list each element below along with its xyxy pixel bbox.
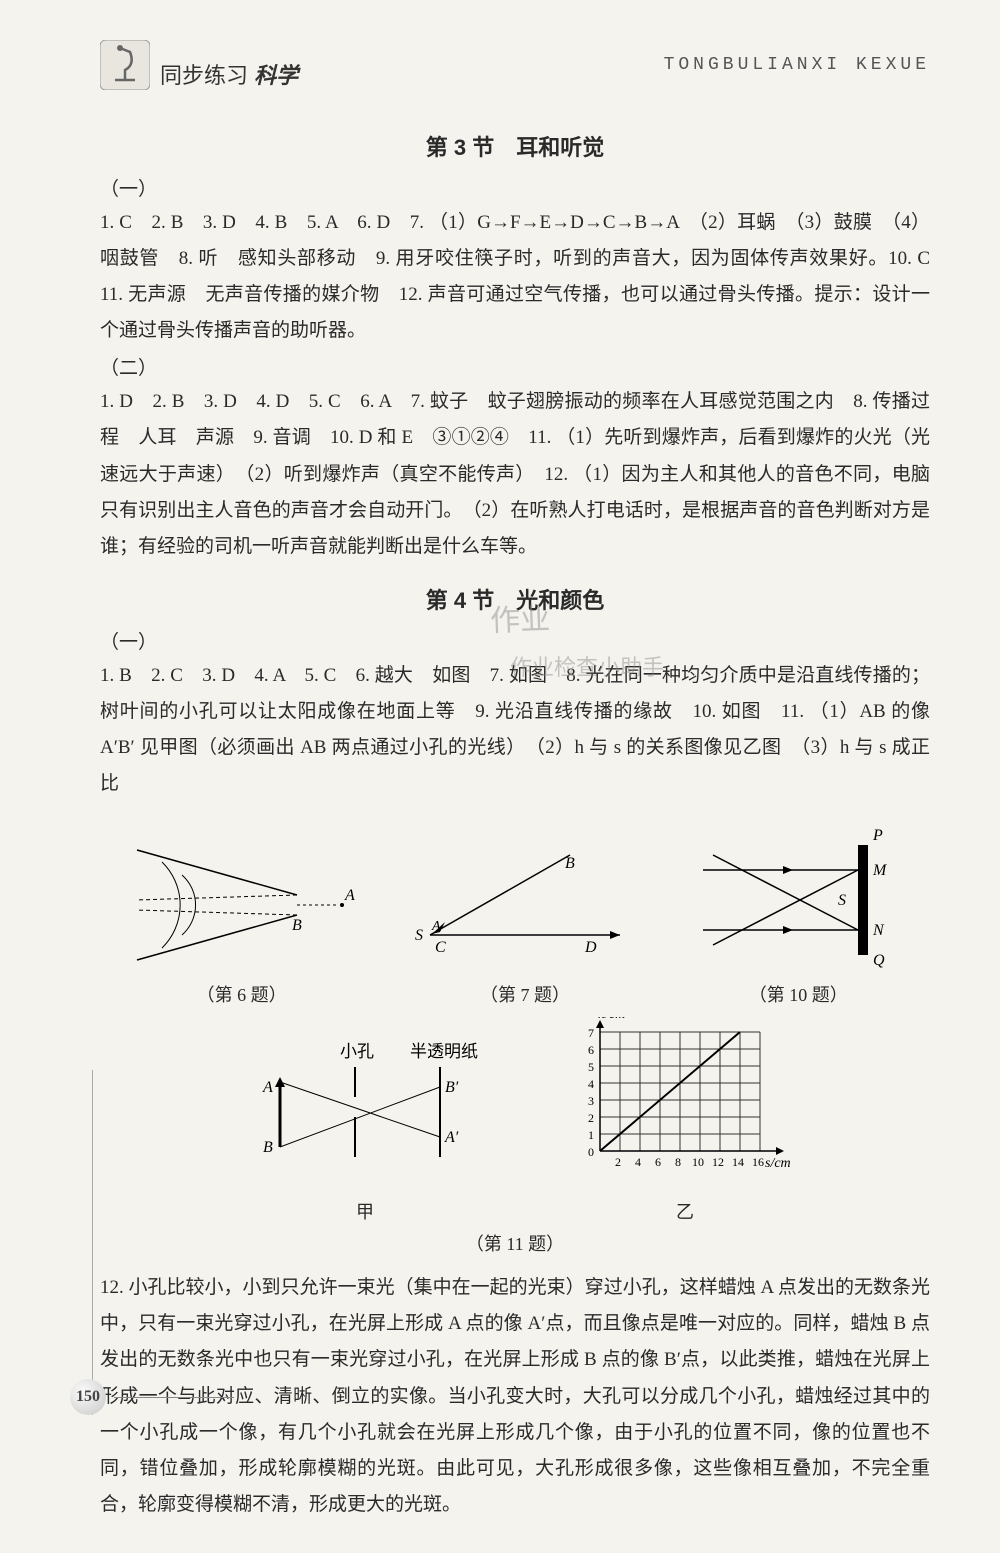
q11yi-ylabel: h/cm	[598, 1017, 625, 1022]
q6-label-A: A	[344, 887, 355, 904]
header-left: 同步练习 科学	[100, 40, 298, 90]
q11jia-label-Bp: B′	[445, 1079, 459, 1096]
section3-part2-label: （二）	[100, 353, 930, 380]
q7-svg: S A B C D	[410, 840, 640, 970]
diagram-q11-jia: 小孔 半透明纸 A B B′ A′ 甲	[225, 1037, 505, 1224]
section4-part1-label: （一）	[100, 627, 930, 654]
q7-label-C: C	[435, 939, 446, 956]
svg-text:7: 7	[588, 1026, 594, 1040]
diagram-row-2: 小孔 半透明纸 A B B′ A′ 甲	[100, 1017, 930, 1224]
section3-part2-text: 1. D 2. B 3. D 4. D 5. C 6. A 7. 蚊子 蚊子翅膀…	[100, 384, 930, 564]
book-title-part1: 同步练习	[160, 63, 248, 88]
q7-label-B: B	[565, 855, 575, 872]
svg-text:5: 5	[588, 1060, 594, 1074]
svg-text:4: 4	[588, 1077, 594, 1091]
section3-part1-label: （一）	[100, 174, 930, 201]
q7-label-A: A	[431, 919, 441, 934]
section4-part1-text: 1. B 2. C 3. D 4. A 5. C 6. 越大 如图 7. 如图 …	[100, 658, 930, 802]
svg-text:3: 3	[588, 1094, 594, 1108]
diagram-q7: S A B C D （第 7 题）	[410, 840, 640, 1007]
q11jia-label-B: B	[263, 1139, 273, 1156]
diagram-row-1: A B （第 6 题） S A B C D （第 7 题）	[100, 820, 930, 1007]
svg-text:4: 4	[635, 1155, 641, 1169]
svg-text:10: 10	[692, 1155, 704, 1169]
diagram-q6: A B （第 6 题）	[127, 840, 357, 1007]
q11-caption: （第 11 题）	[100, 1230, 930, 1256]
q10-label-Q: Q	[873, 952, 885, 969]
page: 同步练习 科学 TONGBULIANXI KEXUE 第 3 节 耳和听觉 （一…	[0, 0, 1000, 1553]
q11yi-svg: h/cm s/cm 0 1 2 3 4 5 6 7 2 4 6 8 10	[565, 1017, 805, 1187]
margin-line	[92, 1070, 93, 1415]
q7-caption: （第 7 题）	[410, 981, 640, 1007]
page-number: 150	[70, 1379, 106, 1415]
svg-text:14: 14	[732, 1155, 744, 1169]
q7-label-D: D	[584, 939, 597, 956]
q7-label-S: S	[415, 927, 423, 944]
section3-part1-text: 1. C 2. B 3. D 4. B 5. A 6. D 7. （1）G→F→…	[100, 205, 930, 349]
q11jia-caption: 甲	[225, 1198, 505, 1224]
q6-svg: A B	[127, 840, 357, 970]
svg-text:6: 6	[655, 1155, 661, 1169]
svg-text:1: 1	[588, 1128, 594, 1142]
q11jia-label-A: A	[262, 1079, 273, 1096]
svg-text:2: 2	[588, 1111, 594, 1125]
page-number-container: 150	[70, 1379, 234, 1415]
svg-text:12: 12	[712, 1155, 724, 1169]
q11jia-label-xiaokong: 小孔	[340, 1042, 374, 1061]
page-header: 同步练习 科学 TONGBULIANXI KEXUE	[100, 40, 930, 90]
book-title: 同步练习 科学	[160, 58, 298, 90]
q10-label-M: M	[872, 862, 888, 879]
book-title-part2: 科学	[254, 63, 298, 88]
q6-label-B: B	[292, 917, 302, 934]
section4-title: 第 4 节 光和颜色	[100, 583, 930, 615]
svg-text:8: 8	[675, 1155, 681, 1169]
q10-svg: P M S N Q	[693, 820, 903, 970]
section3-title: 第 3 节 耳和听觉	[100, 130, 930, 162]
svg-text:2: 2	[615, 1155, 621, 1169]
header-pinyin: TONGBULIANXI KEXUE	[664, 55, 930, 75]
q10-label-P: P	[872, 827, 883, 844]
svg-text:0: 0	[588, 1145, 594, 1159]
q10-label-S: S	[838, 892, 846, 909]
diagram-q11-yi: h/cm s/cm 0 1 2 3 4 5 6 7 2 4 6 8 10	[565, 1017, 805, 1224]
q10-caption: （第 10 题）	[693, 981, 903, 1007]
q11jia-label-Ap: A′	[444, 1129, 459, 1146]
svg-text:6: 6	[588, 1043, 594, 1057]
q11jia-label-bantouming: 半透明纸	[410, 1042, 478, 1061]
svg-text:16: 16	[752, 1155, 764, 1169]
microscope-icon	[100, 40, 150, 90]
page-number-line	[114, 1397, 234, 1398]
q11yi-xlabel: s/cm	[765, 1156, 791, 1171]
q11yi-caption: 乙	[565, 1198, 805, 1224]
q10-label-N: N	[872, 922, 885, 939]
diagram-q10: P M S N Q （第 10 题）	[693, 820, 903, 1007]
q11jia-svg: 小孔 半透明纸 A B B′ A′	[225, 1037, 505, 1187]
q6-caption: （第 6 题）	[127, 981, 357, 1007]
